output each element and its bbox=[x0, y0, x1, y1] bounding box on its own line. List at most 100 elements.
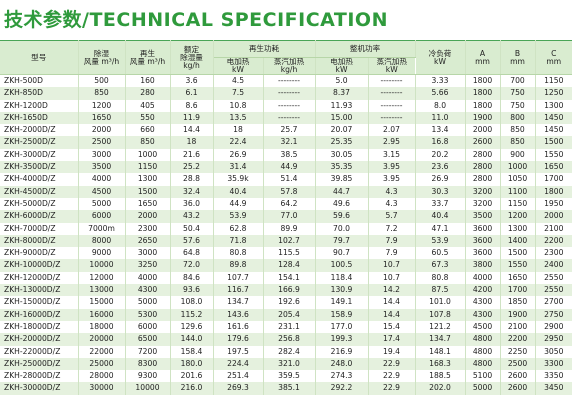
header-text: mm bbox=[510, 56, 525, 66]
table-cell: 5000 bbox=[78, 197, 126, 211]
table-cell: 3.95 bbox=[368, 173, 416, 186]
table-cell: 116.7 bbox=[213, 284, 264, 297]
table-cell: 49.6 bbox=[315, 197, 369, 211]
table-cell: 36.0 bbox=[170, 197, 214, 211]
table-cell: 2000 bbox=[78, 124, 126, 137]
table-cell: 180.0 bbox=[170, 357, 214, 371]
table-row: ZKH-9000D/Z 9000 3000 64.8 80.8 115.5 90.7 7.9 6… bbox=[0, 247, 572, 260]
table-row: ZKH-6000D/Z 6000 2000 43.2 53.9 77.0 59.6 5.7 40… bbox=[0, 210, 572, 223]
table-cell: ZKH-3000D/Z bbox=[0, 148, 79, 162]
table-cell: 199.3 bbox=[315, 333, 369, 346]
table-cell: 216.0 bbox=[170, 382, 214, 395]
table-cell: 144.0 bbox=[170, 333, 214, 346]
table-cell: 2800 bbox=[465, 148, 501, 162]
table-row: ZKH-16000D/Z 16000 5300 115.2 143.6 205.4 158.… bbox=[0, 308, 572, 321]
table-cell: 2550 bbox=[544, 272, 564, 282]
table-row: ZKH-2500D/Z 2500 850 18 22.4 32.1 25.35 2.95 16.… bbox=[0, 136, 572, 149]
table-cell: ZKH-25000D/Z bbox=[0, 357, 79, 371]
table-cell: ZKH-9000D/Z bbox=[0, 247, 79, 260]
table-cell: 3450 bbox=[535, 382, 572, 395]
table-cell: 35.35 bbox=[315, 161, 369, 174]
table-cell: 750 bbox=[500, 87, 536, 100]
table-cell: 4800 bbox=[465, 333, 501, 346]
table-cell: 57.6 bbox=[170, 234, 214, 248]
table-cell: 3.15 bbox=[368, 148, 416, 162]
table-cell: 1650 bbox=[535, 161, 572, 174]
table-cell: ZKH-10000D/Z bbox=[0, 259, 79, 272]
table-cell: 2800 bbox=[465, 161, 501, 174]
table-cell: ZKH-3500D/Z bbox=[0, 161, 79, 174]
table-cell: 202.0 bbox=[415, 382, 466, 395]
table-cell: 248.0 bbox=[315, 357, 369, 371]
table-cell: ZKH-20000D/Z bbox=[0, 333, 79, 346]
table-cell: 1150 bbox=[544, 76, 564, 85]
table-cell: 64.8 bbox=[170, 247, 214, 260]
table-cell: 3350 bbox=[544, 371, 564, 381]
table-cell: 550 bbox=[125, 111, 171, 125]
table-cell: 25.35 bbox=[315, 136, 369, 149]
table-cell: ZKH-30000D/Z bbox=[0, 382, 79, 395]
table-row: ZKH-1200D 1200 405 8.6 10.8 -------- 11.93 ----… bbox=[0, 99, 572, 112]
table-row: ZKH-20000D/Z 20000 6500 144.0 179.6 256.8 199.… bbox=[0, 333, 572, 346]
table-cell: 149.1 bbox=[315, 296, 369, 309]
table-cell: 7000m bbox=[78, 222, 126, 235]
table-cell: 1450 bbox=[544, 125, 564, 135]
table-cell: 3050 bbox=[544, 346, 564, 356]
table-cell: 1200 bbox=[500, 210, 536, 223]
table-cell: 43.2 bbox=[170, 210, 214, 223]
table-cell: ZKH-2500D/Z bbox=[0, 136, 79, 149]
table-cell: 216.9 bbox=[315, 345, 369, 358]
header-text: 额定 bbox=[183, 44, 200, 54]
table-cell: 188.5 bbox=[415, 370, 466, 383]
table-cell: 1700 bbox=[500, 284, 536, 297]
table-cell: 1300 bbox=[500, 222, 536, 235]
table-cell: 205.4 bbox=[263, 308, 316, 321]
header-cell: 蒸汽加热 kg/h bbox=[263, 57, 316, 75]
table-cell: 2000 bbox=[125, 210, 171, 223]
table-row: ZKH-3000D/Z 3000 1000 21.6 26.9 38.5 30.05 3.15… bbox=[0, 148, 572, 162]
table-cell: 1500 bbox=[500, 247, 536, 260]
table-cell: 3500 bbox=[78, 161, 126, 174]
table-cell: 26.9 bbox=[415, 173, 466, 186]
table-cell: 25000 bbox=[78, 357, 126, 371]
table-cell: 3.33 bbox=[415, 74, 466, 88]
table-cell: 32.4 bbox=[170, 185, 214, 198]
table-row: ZKH-850D 850 280 6.1 7.5 -------- 8.37 --------… bbox=[0, 87, 572, 100]
table-cell: 44.7 bbox=[315, 185, 369, 198]
table-cell: 7.9 bbox=[368, 247, 416, 260]
table-cell: 30000 bbox=[78, 382, 126, 395]
table-row: ZKH-10000D/Z 10000 3250 72.0 89.8 128.4 100.5 1… bbox=[0, 259, 572, 272]
table-cell: 77.0 bbox=[263, 210, 316, 223]
table-cell: 1500 bbox=[535, 136, 572, 149]
table-cell: 79.7 bbox=[315, 234, 369, 248]
table-cell: 38.5 bbox=[263, 148, 316, 162]
table-cell: ZKH-28000D/Z bbox=[0, 370, 79, 383]
header-text: 除湿量 bbox=[180, 52, 203, 62]
table-cell: 177.0 bbox=[315, 320, 369, 334]
table-cell: 7.2 bbox=[368, 222, 416, 235]
table-cell: 62.8 bbox=[213, 222, 264, 235]
table-cell: 4000 bbox=[78, 173, 126, 186]
table-cell: 115.5 bbox=[263, 247, 316, 260]
table-row: ZKH-15000D/Z 15000 5000 108.0 134.7 192.6 149.… bbox=[0, 296, 572, 309]
table-cell: 10.7 bbox=[368, 271, 416, 285]
table-cell: 4000 bbox=[125, 271, 171, 285]
table-cell: 2300 bbox=[544, 248, 564, 258]
table-cell: 850 bbox=[500, 136, 536, 149]
table-cell: 700 bbox=[500, 74, 536, 88]
table-cell: 2000 bbox=[465, 124, 501, 137]
table-cell: 2200 bbox=[535, 234, 572, 248]
table-cell: 12000 bbox=[78, 271, 126, 285]
table-cell: 128.4 bbox=[263, 259, 316, 272]
table-cell: 20.2 bbox=[415, 148, 466, 162]
table-cell: 900 bbox=[500, 148, 536, 162]
table-cell: ZKH-12000D/Z bbox=[0, 271, 79, 285]
header-cell: 电加热 kW bbox=[315, 57, 369, 75]
table-row: ZKH-5000D/Z 5000 1650 36.0 44.9 64.2 49.6 4.3 33… bbox=[0, 197, 572, 211]
table-cell: 231.1 bbox=[263, 320, 316, 334]
header-text: 蒸汽加热 bbox=[376, 57, 407, 66]
table-cell: 3600 bbox=[465, 247, 501, 260]
header-cell: 再生功耗 bbox=[213, 40, 316, 58]
